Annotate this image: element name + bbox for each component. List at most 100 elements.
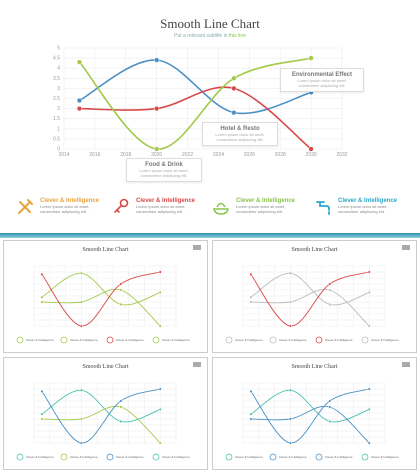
- data-point: [158, 324, 162, 328]
- series-line: [250, 388, 370, 444]
- thumbnail-feature-label: Clever & Intelligence: [26, 338, 54, 342]
- data-point: [249, 272, 253, 276]
- annotation-food: Food & Drink Lorem ipsum dolor sit amet,…: [126, 158, 202, 182]
- data-point: [288, 441, 292, 445]
- data-point: [158, 407, 162, 411]
- thumbnail-feature-icon: [152, 453, 160, 461]
- x-tick-label: 2028: [275, 152, 286, 158]
- thumbnail-feature-label: Clever & Intelligence: [371, 338, 399, 342]
- food-icon: [213, 202, 229, 215]
- series-line: [41, 288, 161, 327]
- annotation-text: consectetur adipiscing elit.: [140, 173, 188, 178]
- data-point: [231, 75, 237, 81]
- series-line: [41, 389, 161, 423]
- x-tick-label: 2024: [213, 152, 224, 158]
- thumbnail-feature-icon: [225, 336, 233, 344]
- key-icon: [114, 198, 129, 213]
- thumbnail-feature-icon: [60, 453, 68, 461]
- data-point: [119, 282, 123, 286]
- tools-icon: [18, 199, 33, 214]
- data-point: [119, 419, 123, 423]
- thumbnail-feature-icon: [106, 336, 114, 344]
- thumbnail-feature-icon: [361, 453, 369, 461]
- data-point: [79, 441, 83, 445]
- y-tick-label: 3.5: [53, 76, 60, 82]
- thumbnail-badge: [193, 362, 201, 367]
- data-point: [367, 290, 371, 294]
- data-point: [231, 109, 237, 116]
- data-point: [76, 59, 83, 65]
- data-point: [249, 300, 253, 304]
- data-point: [308, 146, 314, 152]
- thumbnail-badge: [193, 245, 201, 250]
- thumbnail-badge: [402, 362, 410, 367]
- thumbnail-feature-label: Clever & Intelligence: [70, 338, 98, 342]
- series-line: [250, 288, 370, 327]
- data-point: [154, 57, 160, 63]
- thumbnail-feature-icon: [269, 336, 277, 344]
- data-point: [119, 302, 123, 306]
- series-line: [79, 86, 312, 150]
- thumbnail-feature-icon: [16, 336, 24, 344]
- feature-title: Clever & Intelligence: [136, 198, 196, 204]
- series-line: [250, 405, 370, 444]
- feature-text: Lorem ipsum dolor sit amet,: [136, 204, 186, 209]
- thumbnail-title: Smooth Line Chart: [291, 247, 338, 253]
- data-point: [119, 288, 123, 292]
- data-point: [79, 388, 83, 392]
- annotation-text: consectetur adipiscing elit.: [298, 83, 346, 88]
- feature-title: Clever & Intelligence: [338, 198, 398, 204]
- series-line: [250, 389, 370, 423]
- thumbnail-chart: Clever & Intelligence Clever & Intelligen…: [225, 265, 399, 344]
- annotation-heading: Hotel & Resto: [220, 126, 260, 132]
- thumbnail-feature-icon: [60, 336, 68, 344]
- data-point: [367, 441, 371, 445]
- thumbnail-title: Smooth Line Chart: [82, 247, 129, 253]
- series-line: [79, 59, 312, 115]
- data-point: [249, 389, 253, 393]
- annotation-text: consectetur adipiscing elit.: [216, 137, 264, 142]
- y-tick-label: 2: [57, 106, 60, 112]
- data-point: [158, 270, 162, 274]
- chart-subtitle: Put a relevant subtitle in this line: [0, 33, 420, 39]
- annotation-heading: Environmental Effect: [291, 72, 352, 78]
- data-point: [119, 399, 123, 403]
- data-point: [288, 271, 292, 275]
- thumbnail-feature-label: Clever & Intelligence: [116, 338, 144, 342]
- thumbnail-feature-icon: [225, 453, 233, 461]
- x-tick-label: 2026: [244, 152, 255, 158]
- thumbnail-feature-label: Clever & Intelligence: [325, 455, 353, 459]
- data-point: [328, 282, 332, 286]
- data-point: [40, 300, 44, 304]
- data-point: [119, 405, 123, 409]
- y-tick-label: 1: [57, 126, 60, 132]
- feature-title: Clever & Intelligence: [40, 198, 100, 204]
- divider-band: [0, 233, 420, 238]
- series-line: [41, 405, 161, 444]
- data-point: [367, 407, 371, 411]
- thumbnail-slide[interactable]: Smooth Line Chart Clever & Intelligence C…: [212, 357, 417, 470]
- data-point: [40, 295, 44, 299]
- thumbnail-slide[interactable]: Smooth Line Chart Clever & Intelligence C…: [3, 357, 208, 470]
- x-tick-label: 2030: [306, 152, 317, 158]
- data-point: [79, 271, 83, 275]
- thumbnail-slide[interactable]: Smooth Line Chart Clever & Intelligence C…: [212, 240, 417, 353]
- data-point: [76, 105, 83, 112]
- thumbnail-feature-icon: [315, 336, 323, 344]
- feature-text: consectetur adipiscing elit.: [40, 209, 87, 214]
- data-point: [367, 324, 371, 328]
- data-point: [231, 85, 237, 92]
- thumbnail-feature-icon: [152, 336, 160, 344]
- data-point: [367, 270, 371, 274]
- thumbnail-chart: Clever & Intelligence Clever & Intelligen…: [16, 265, 190, 344]
- thumbnail-feature-icon: [361, 336, 369, 344]
- subtitle-highlight: this line: [228, 33, 246, 39]
- data-point: [328, 405, 332, 409]
- series-line: [250, 272, 370, 306]
- data-point: [76, 97, 83, 104]
- thumbnail-feature-label: Clever & Intelligence: [235, 455, 263, 459]
- data-point: [40, 272, 44, 276]
- data-point: [154, 105, 160, 112]
- thumbnail-title: Smooth Line Chart: [291, 364, 338, 370]
- thumbnail-slide[interactable]: Smooth Line Chart Clever & Intelligence C…: [3, 240, 208, 353]
